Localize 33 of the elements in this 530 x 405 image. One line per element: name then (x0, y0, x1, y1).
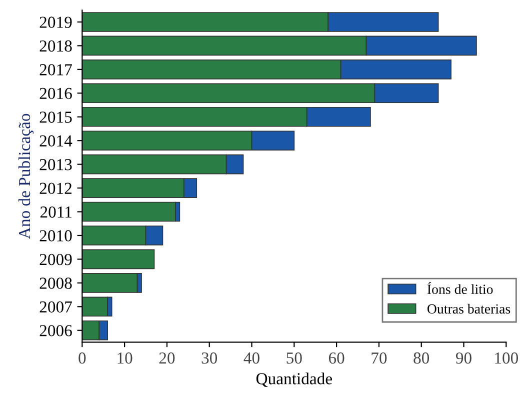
y-tick-label: 2019 (40, 16, 72, 28)
y-axis-title: Ano de Publicação (18, 114, 34, 239)
bar (82, 296, 108, 317)
x-tick-label: 30 (202, 352, 218, 364)
y-tick-label: 2008 (40, 278, 72, 289)
x-tick-label: 40 (244, 352, 260, 364)
y-tick-label: 2009 (40, 254, 72, 266)
x-axis-title: Quantidade (256, 372, 332, 387)
bar (82, 202, 176, 222)
y-tick-label: 2007 (40, 301, 72, 313)
x-tick-label: 80 (414, 352, 430, 364)
x-tick-label: 50 (286, 352, 302, 364)
x-tick-label: 90 (456, 352, 472, 364)
bar (82, 273, 138, 293)
bar (82, 249, 155, 270)
y-tick-label: 2010 (40, 230, 72, 242)
x-tick-label: 60 (328, 352, 344, 364)
x-tick-label: 70 (372, 352, 387, 364)
x-tick-label: 100 (495, 352, 518, 364)
y-tick-label: 2013 (40, 159, 72, 170)
legend-label: Outras baterias (427, 304, 510, 314)
y-tick-label: 2011 (40, 206, 72, 218)
y-tick-label: 2016 (40, 88, 72, 100)
y-tick-label: 2012 (40, 182, 72, 194)
legend-label: Íons de litio (427, 282, 493, 294)
x-tick-label: 10 (118, 352, 132, 364)
y-tick-label: 2014 (40, 135, 72, 147)
y-tick-label: 2006 (40, 325, 72, 336)
y-tick-label: 2018 (40, 40, 72, 52)
y-tick-label: 2017 (40, 64, 72, 76)
x-tick-label: 20 (159, 352, 175, 364)
y-tick-label: 2015 (40, 112, 72, 123)
x-tick-label: 0 (78, 352, 86, 364)
